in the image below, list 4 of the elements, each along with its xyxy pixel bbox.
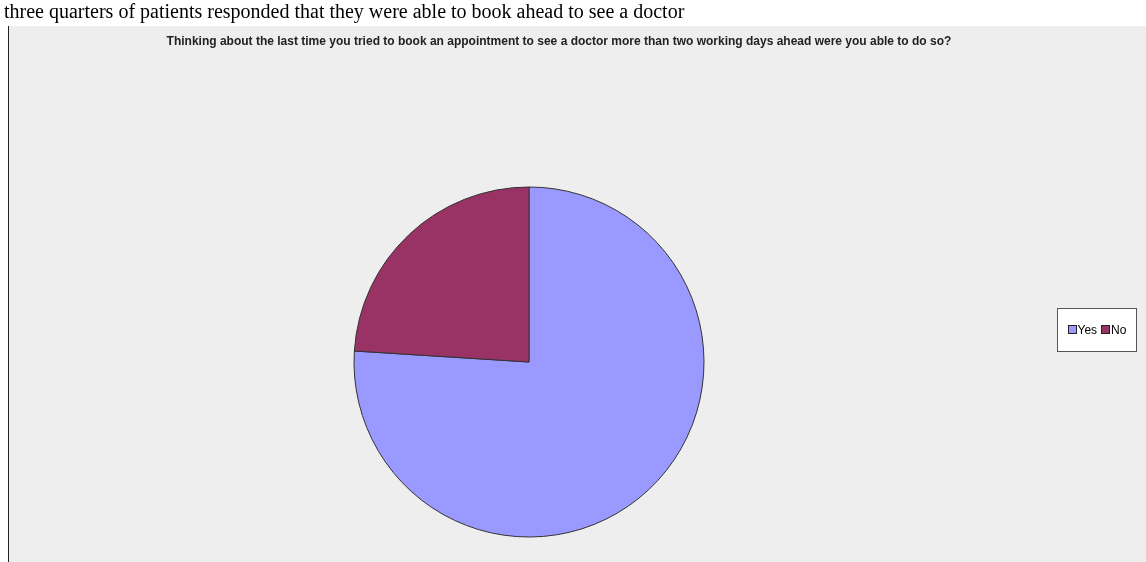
legend-label: No <box>1110 323 1127 337</box>
text: three quarters of patients responded that they were able to book ahead to see a doctor <box>3 0 686 24</box>
legend-label: Yes <box>1076 323 1098 337</box>
chart-title: Thinking about the last time you tried to book an appointment to see a doctor more than two working days ahead were you able to do so? <box>165 34 953 48</box>
